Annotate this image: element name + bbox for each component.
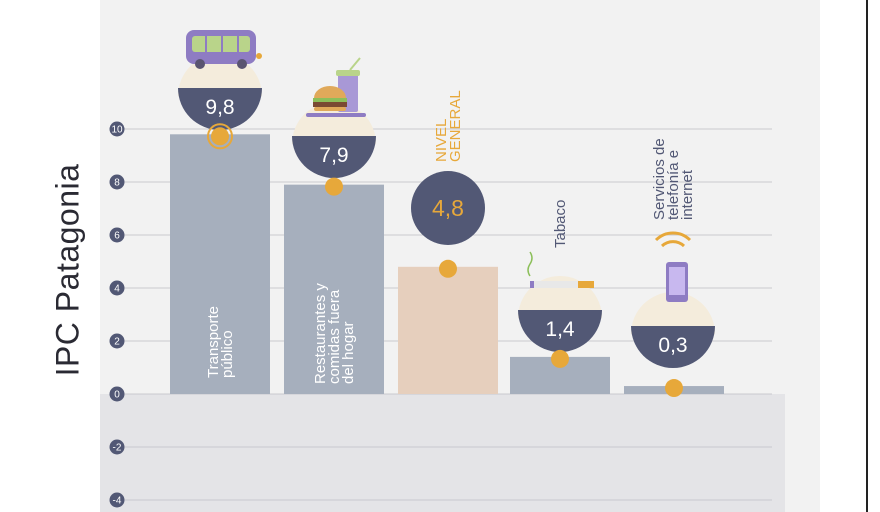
y-tick-badge bbox=[109, 227, 125, 243]
value-marker-ring bbox=[207, 123, 233, 150]
y-tick-badge bbox=[109, 174, 125, 190]
value-bubble-5: 0,3 bbox=[631, 292, 715, 368]
y-tick-label: 10 bbox=[111, 125, 123, 136]
value-bubble-2: 7,9 bbox=[292, 102, 376, 178]
value-marker-2 bbox=[325, 177, 343, 196]
bar-1 bbox=[170, 134, 270, 395]
value-marker-5 bbox=[665, 379, 683, 398]
y-tick-label: -2 bbox=[113, 443, 122, 454]
bus-icon bbox=[186, 30, 262, 69]
value-bubble-1: 9,8 bbox=[178, 54, 262, 130]
category-label-5: Servicios de bbox=[651, 138, 668, 220]
cigarette-icon bbox=[527, 251, 594, 288]
category-label-5: telefonía e bbox=[665, 150, 682, 220]
y-tick-badge bbox=[109, 386, 125, 402]
y-tick-badge bbox=[109, 492, 125, 508]
y-tick-badge bbox=[109, 333, 125, 349]
value-label-1: 9,8 bbox=[205, 96, 234, 119]
right-divider bbox=[866, 0, 868, 512]
value-bubble-3: 4,8 bbox=[411, 171, 485, 245]
value-marker-1 bbox=[211, 127, 229, 146]
bar-2 bbox=[284, 184, 384, 394]
category-label-1: público bbox=[219, 330, 236, 378]
category-label-2: comidas fuera bbox=[326, 289, 343, 384]
burger-drink-icon bbox=[306, 57, 366, 117]
y-tick-label: 8 bbox=[114, 178, 120, 189]
y-tick-badge bbox=[109, 439, 125, 455]
category-label-4: Tabaco bbox=[552, 200, 569, 248]
y-tick-badge bbox=[109, 121, 125, 137]
value-label-5: 0,3 bbox=[658, 334, 687, 357]
category-label-5: internet bbox=[679, 169, 696, 220]
value-label-3: 4,8 bbox=[432, 195, 464, 221]
negative-zone bbox=[100, 394, 785, 512]
y-tick-label: 4 bbox=[114, 284, 120, 295]
bar-3 bbox=[398, 266, 498, 394]
value-marker-3 bbox=[439, 259, 457, 278]
y-tick-badge bbox=[109, 280, 125, 296]
category-label-3: GENERAL bbox=[447, 90, 464, 162]
y-tick-label: 6 bbox=[114, 231, 120, 242]
y-tick-label: 2 bbox=[114, 337, 120, 348]
category-label-1: Transporte bbox=[205, 306, 222, 378]
y-tick-label: 0 bbox=[114, 390, 120, 401]
category-label-3: NIVEL bbox=[433, 119, 450, 162]
category-label-2: Restaurantes y bbox=[312, 283, 329, 384]
value-label-4: 1,4 bbox=[545, 318, 575, 341]
smartphone-icon bbox=[654, 231, 692, 302]
value-marker-4 bbox=[551, 349, 569, 368]
value-label-2: 7,9 bbox=[319, 144, 348, 167]
y-tick-label: -4 bbox=[113, 496, 122, 507]
category-label-2: del hogar bbox=[340, 321, 357, 384]
